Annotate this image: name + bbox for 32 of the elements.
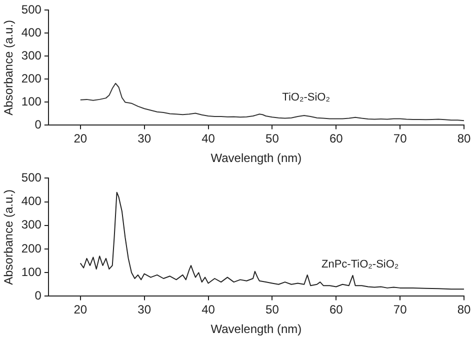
x-tick-label: 70: [393, 132, 408, 146]
y-axis-title: Absorbance (a.u.): [2, 20, 16, 116]
x-tick-label: 80: [457, 302, 471, 317]
y-tick-label: 500: [21, 170, 42, 185]
y-tick-label: 400: [21, 194, 42, 208]
x-tick-label: 30: [138, 132, 152, 146]
y-tick-label: 300: [21, 218, 42, 232]
y-tick-label: 100: [21, 264, 42, 279]
series-label: ZnPc-TiO₂-SiO₂: [322, 258, 399, 270]
x-tick-label: 70: [393, 302, 408, 317]
x-tick-label: 50: [266, 302, 280, 317]
x-tick-label: 40: [202, 132, 216, 146]
y-axis-title: Absorbance (a.u.): [2, 190, 16, 285]
x-axis-title: Wavelength (nm): [210, 322, 302, 336]
series-label: TiO₂-SiO₂: [282, 92, 330, 104]
x-tick-label: 40: [202, 302, 216, 317]
y-tick-label: 0: [34, 118, 42, 132]
y-tick-label: 200: [21, 241, 42, 256]
x-axis-title: Wavelength (nm): [210, 151, 302, 166]
x-tick-label: 60: [329, 132, 344, 146]
y-tick-label: 100: [21, 94, 42, 109]
x-tick-label: 80: [457, 132, 471, 146]
y-tick-label: 300: [21, 48, 42, 63]
x-tick-label: 50: [266, 132, 280, 146]
y-tick-label: 200: [21, 72, 42, 86]
y-tick-label: 400: [21, 26, 42, 40]
x-tick-label: 60: [329, 302, 344, 317]
y-tick-label: 0: [34, 288, 42, 303]
y-tick-label: 500: [21, 2, 42, 17]
x-tick-label: 20: [74, 132, 88, 146]
x-tick-label: 20: [74, 302, 88, 317]
x-tick-label: 30: [138, 302, 152, 317]
